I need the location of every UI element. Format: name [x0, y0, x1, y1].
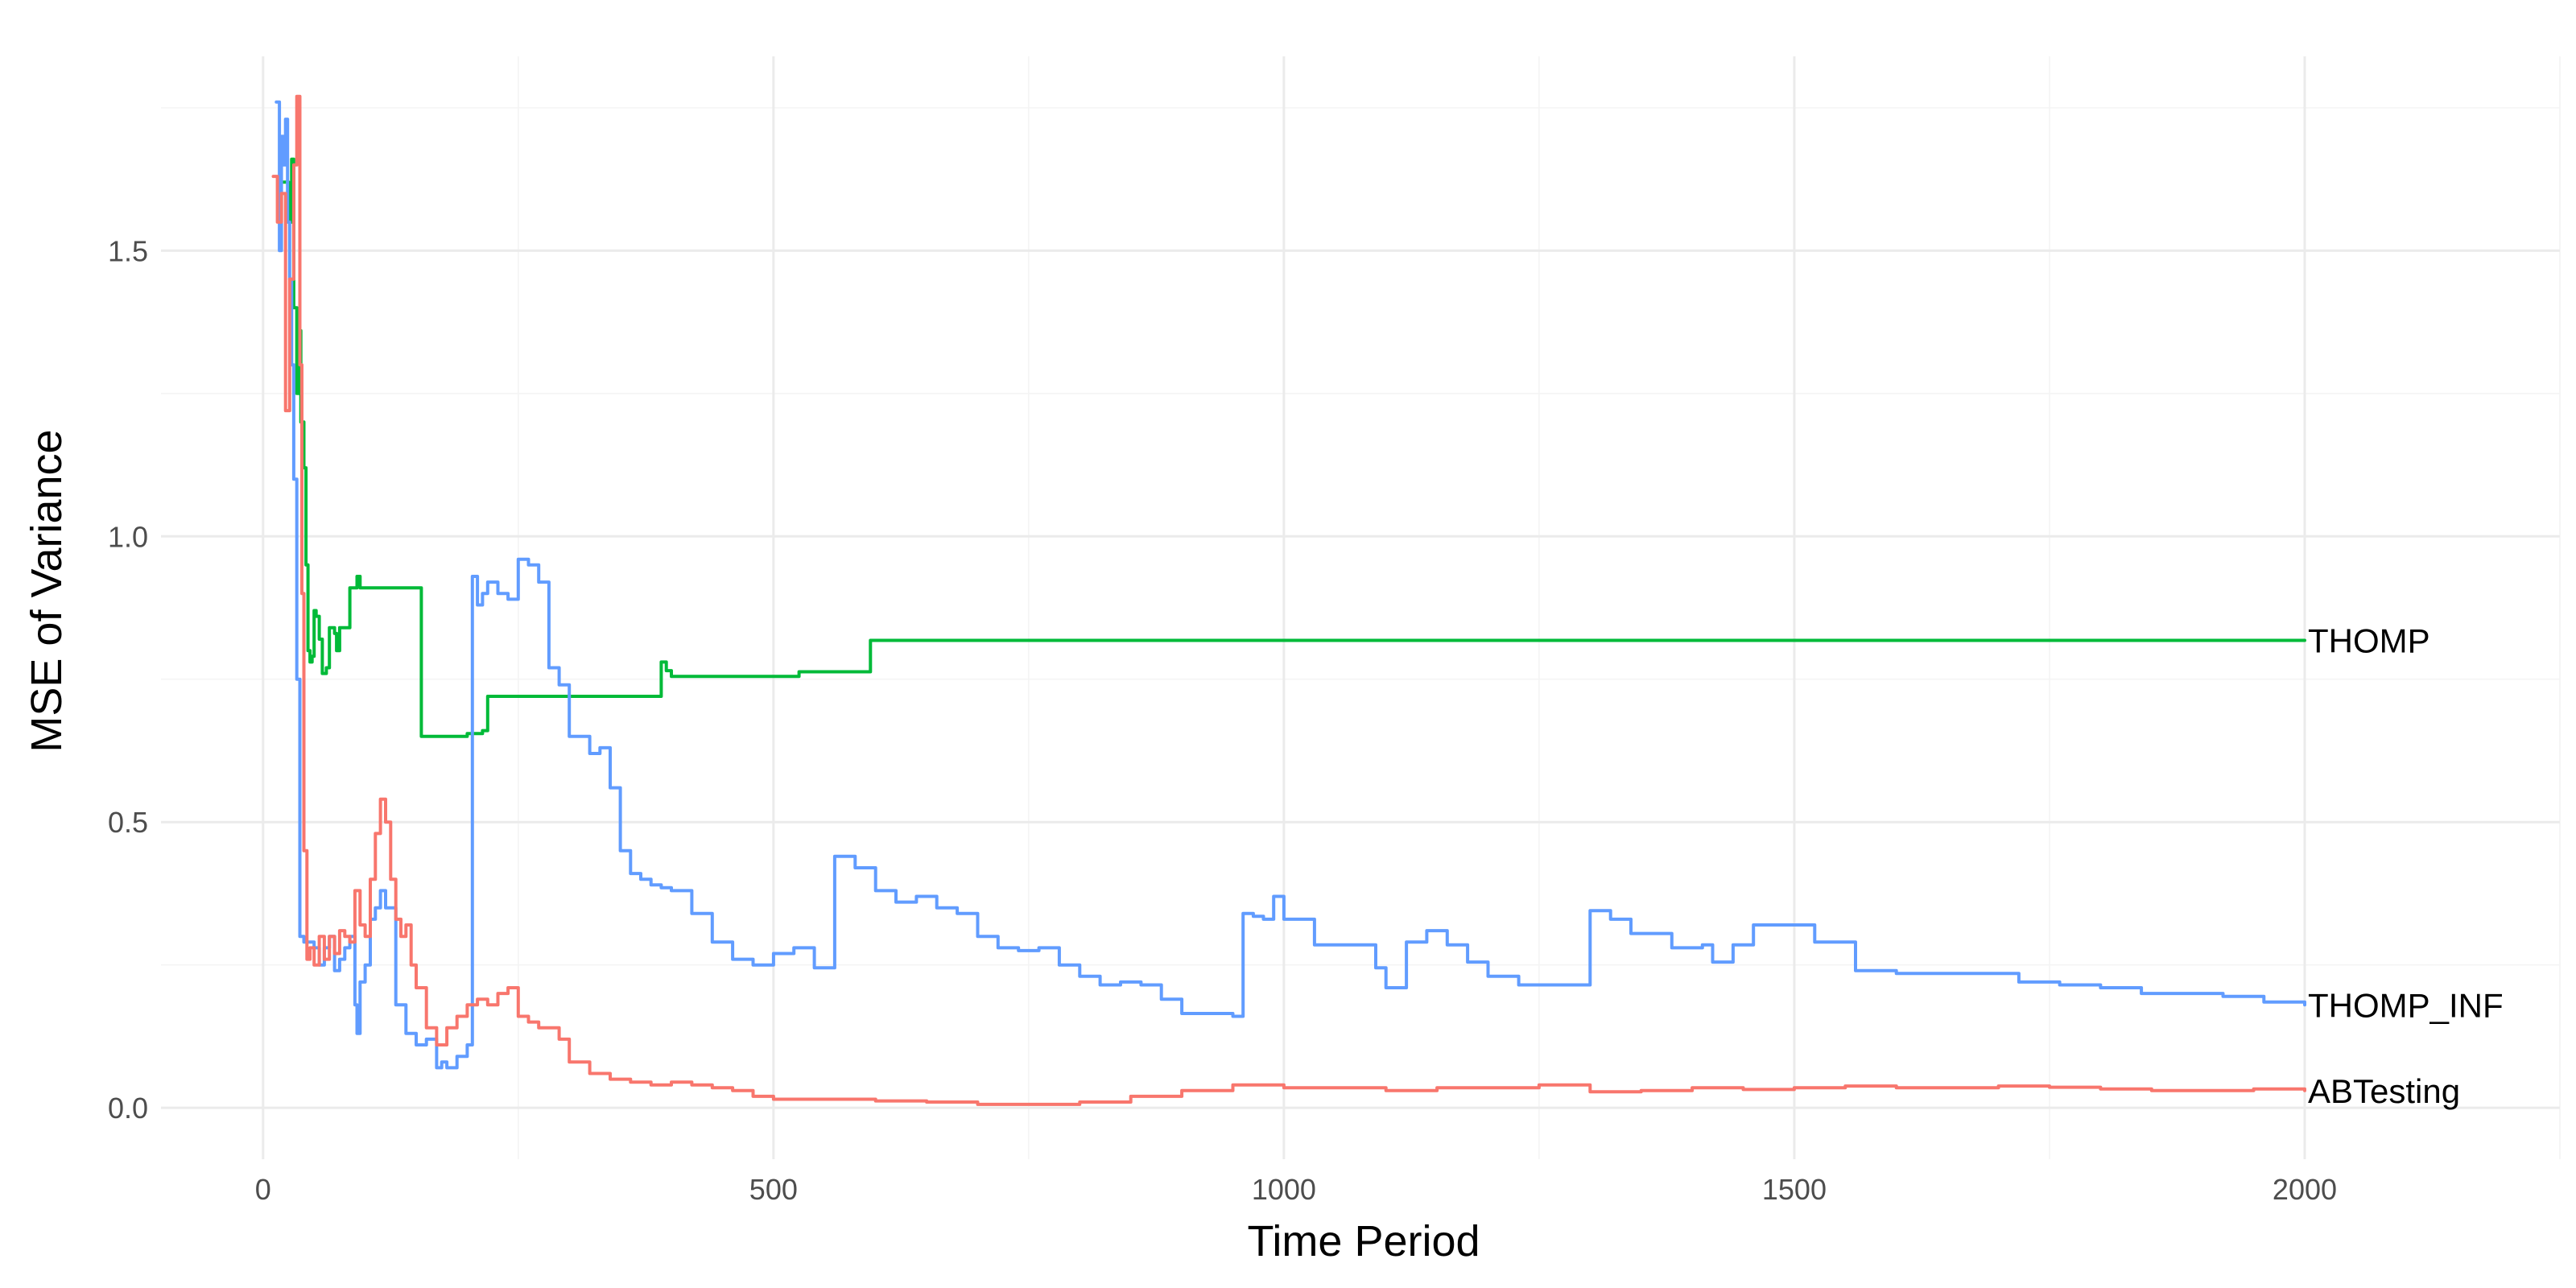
- series-label-thomp: THOMP: [2308, 621, 2430, 659]
- x-tick-label: 1000: [1252, 1173, 1316, 1206]
- y-tick-label: 0.0: [108, 1092, 148, 1125]
- y-tick-label: 1.5: [108, 234, 148, 267]
- x-tick-label: 1500: [1762, 1173, 1827, 1206]
- y-tick-label: 1.0: [108, 520, 148, 553]
- x-axis-tick-labels: 0 500 1000 1500 2000: [255, 1173, 2337, 1206]
- y-axis-title: MSE of Variance: [23, 429, 71, 752]
- series-end-labels: THOMP THOMP_INF ABTesting: [2308, 621, 2504, 1109]
- minor-gridlines: [161, 56, 2561, 1159]
- x-tick-label: 2000: [2273, 1173, 2337, 1206]
- series-line-thomp-inf: [275, 100, 2306, 1070]
- y-axis-tick-labels: 0.0 0.5 1.0 1.5: [108, 234, 148, 1125]
- major-gridlines: [161, 56, 2560, 1159]
- x-axis-title: Time Period: [1247, 1217, 1480, 1265]
- series-label-abtesting: ABTesting: [2308, 1072, 2460, 1110]
- series-lines: [271, 94, 2306, 1106]
- series-label-thomp-inf: THOMP_INF: [2308, 986, 2504, 1024]
- x-tick-label: 500: [749, 1173, 798, 1206]
- series-line-thomp: [282, 157, 2306, 738]
- series-line-abtesting: [271, 94, 2306, 1106]
- x-tick-label: 0: [255, 1173, 271, 1206]
- y-tick-label: 0.5: [108, 806, 148, 839]
